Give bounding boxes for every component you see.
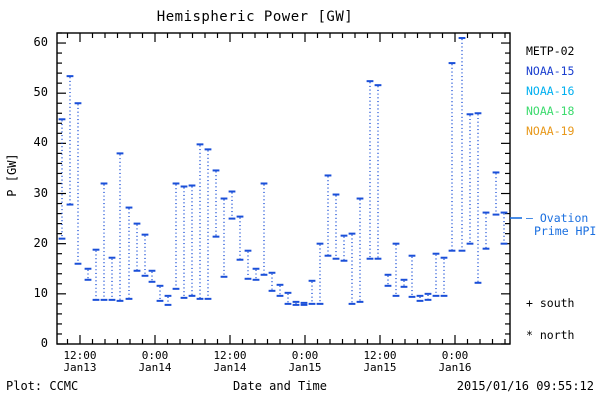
chart-title: Hemispheric Power [GW] [156, 9, 354, 25]
x-tick-date: Jan16 [438, 361, 472, 374]
x-tick-label: 12:00 Jan13 [40, 350, 120, 374]
ovation-label-line2: Prime HPI [534, 224, 597, 238]
x-tick-label: 0:00 Jan15 [265, 350, 345, 374]
y-tick-label: 0 [40, 336, 48, 350]
plot-frame [56, 32, 511, 345]
x-tick-date: Jan15 [288, 361, 322, 374]
x-tick-label: 0:00 Jan16 [415, 350, 495, 374]
y-tick-label: 20 [33, 235, 48, 250]
x-tick-label: 12:00 Jan14 [190, 350, 270, 374]
legend-item-noaa-18: NOAA-18 [526, 104, 575, 118]
x-tick-date: Jan13 [63, 361, 97, 374]
y-axis-ticks [57, 32, 510, 345]
x-tick-time: 0:00 [441, 349, 469, 362]
legend-item-metp-02: METP-02 [526, 44, 575, 58]
x-tick-label: 0:00 Jan14 [115, 350, 195, 374]
x-axis-ticks [66, 33, 506, 344]
plot-credit: Plot: CCMC [6, 379, 79, 393]
y-tick-label: 10 [33, 285, 48, 300]
x-tick-date: Jan15 [363, 361, 397, 374]
x-axis-label: Date and Time [233, 379, 327, 393]
south-marker-legend: + south [526, 296, 575, 310]
x-tick-label: 12:00 Jan15 [340, 350, 420, 374]
x-tick-time: 12:00 [63, 349, 97, 362]
y-tick-label: 50 [33, 85, 48, 100]
x-tick-time: 0:00 [291, 349, 319, 362]
x-tick-time: 12:00 [213, 349, 247, 362]
x-tick-time: 0:00 [141, 349, 169, 362]
legend-item-noaa-15: NOAA-15 [526, 64, 575, 78]
x-tick-date: Jan14 [138, 361, 172, 374]
legend-item-noaa-16: NOAA-16 [526, 84, 575, 98]
ovation-label-line1: — Ovation [526, 211, 589, 225]
y-tick-label: 60 [33, 35, 48, 50]
x-tick-date: Jan14 [213, 361, 247, 374]
legend-item-noaa-19: NOAA-19 [526, 124, 575, 138]
north-marker-legend: * north [526, 328, 575, 342]
y-tick-label: 40 [33, 135, 48, 150]
timestamp: 2015/01/16 09:55:12 [456, 379, 594, 393]
y-tick-label: 30 [33, 185, 48, 200]
data-series-layer [58, 37, 508, 306]
x-tick-time: 12:00 [363, 349, 397, 362]
